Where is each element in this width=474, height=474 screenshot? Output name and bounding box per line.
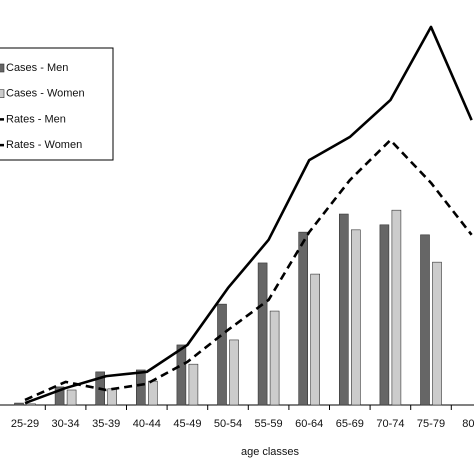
x-tick-label: 60-64 [295, 418, 323, 430]
bar [136, 369, 146, 406]
legend-label: Rates - Women [6, 139, 82, 151]
x-tick-label: 45-49 [173, 418, 201, 430]
legend-swatch [0, 63, 5, 73]
bar [391, 209, 402, 406]
x-tick-label: 25-29 [11, 418, 39, 430]
bar [350, 229, 361, 406]
bar [217, 303, 227, 406]
x-tick-label: 55-59 [255, 418, 283, 430]
x-tick-label: 80+ [462, 418, 474, 430]
bar [66, 389, 77, 406]
x-tick-label: 30-34 [52, 418, 80, 430]
bar [338, 213, 349, 406]
bar [420, 234, 430, 406]
x-axis-label: age classes [241, 446, 300, 458]
x-tick-label: 40-44 [133, 418, 161, 430]
bar [310, 273, 321, 406]
line-series [24, 25, 473, 405]
legend-box [0, 47, 114, 161]
bar [148, 380, 158, 406]
bar [188, 363, 199, 406]
bar [26, 403, 36, 406]
bar [298, 231, 309, 406]
line-series [24, 138, 473, 402]
x-tick-label: 65-69 [336, 418, 364, 430]
bar [229, 339, 239, 406]
bar [176, 344, 187, 406]
x-tick-label: 75-79 [417, 418, 445, 430]
x-tick-label: 70-74 [376, 418, 404, 430]
bar [54, 386, 65, 406]
x-tick-label: 35-39 [92, 418, 120, 430]
bar [269, 310, 280, 406]
legend-swatch [0, 89, 5, 98]
legend-label: Cases - Women [6, 88, 85, 100]
x-tick-label: 50-54 [214, 418, 242, 430]
legend-label: Cases - Men [6, 62, 68, 74]
legend-label: Rates - Men [6, 113, 66, 125]
bar [107, 388, 117, 406]
bar [257, 262, 268, 406]
bar [379, 224, 390, 406]
bar [432, 261, 442, 406]
bar [14, 402, 24, 406]
